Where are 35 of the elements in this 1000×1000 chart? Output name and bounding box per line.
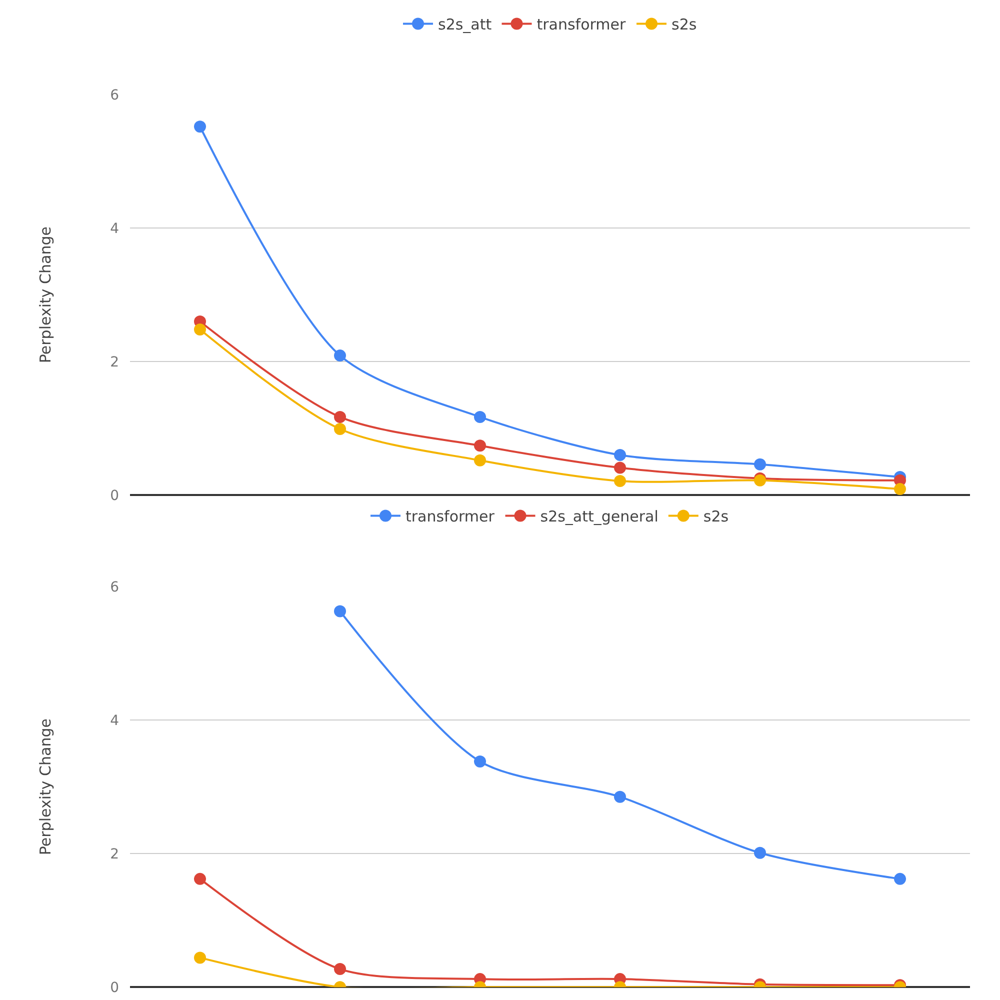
point [474, 410, 486, 423]
legend-label: s2s_att [438, 16, 492, 34]
y-tick-label: 2 [110, 846, 119, 862]
legend-label: s2s_att_general [540, 508, 658, 526]
point [894, 483, 906, 496]
point [334, 350, 346, 362]
y-tick-label: 2 [110, 354, 119, 370]
point [194, 872, 206, 885]
point [334, 605, 346, 618]
point [474, 454, 486, 466]
point [754, 846, 766, 859]
point [334, 410, 346, 423]
legend-label: s2s [672, 16, 697, 34]
point [474, 440, 486, 452]
point [194, 324, 206, 336]
y-tick-label: 4 [110, 220, 120, 237]
point [614, 462, 626, 474]
y-axis-title: Perplexity Change [36, 718, 54, 856]
y-tick-label: 0 [110, 980, 119, 996]
point [194, 120, 206, 133]
point [334, 422, 346, 435]
point [474, 755, 486, 768]
point [894, 872, 906, 885]
y-tick-label: 4 [110, 712, 120, 729]
legend-label: s2s [703, 508, 729, 526]
point [754, 458, 766, 470]
y-axis-title: Perplexity Change [36, 226, 54, 364]
point [614, 790, 626, 803]
point [614, 475, 626, 488]
legend-label: transformer [536, 16, 627, 34]
y-tick-label: 0 [110, 488, 119, 504]
y-tick-label: 6 [110, 87, 120, 104]
y-tick-label: 6 [110, 579, 120, 596]
point [614, 449, 626, 462]
legend-label: transformer [406, 508, 496, 526]
